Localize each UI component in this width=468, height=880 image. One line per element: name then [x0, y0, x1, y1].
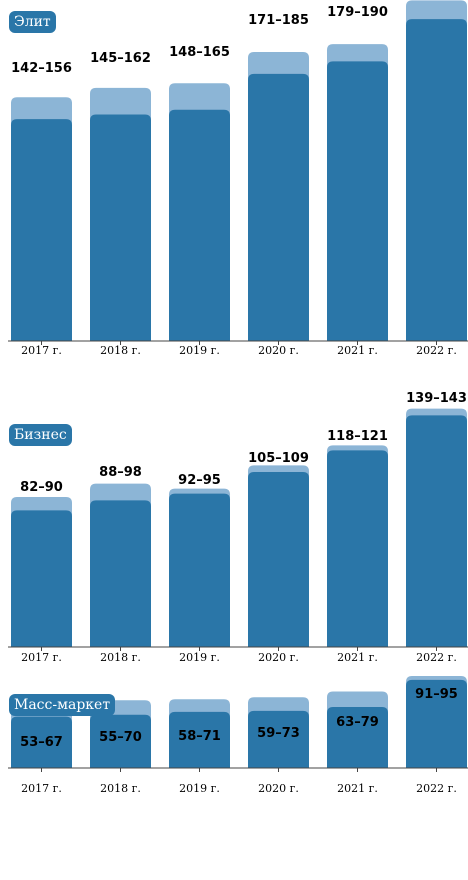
data-label: 55–70 — [99, 730, 142, 745]
x-tick-label: 2022 г. — [416, 651, 457, 664]
min-bar-business — [90, 500, 151, 647]
data-label: 118–121 — [327, 429, 388, 444]
x-tick-label: 2019 г. — [179, 344, 220, 357]
min-bar-mass-market — [90, 714, 151, 768]
data-label: 92–95 — [178, 473, 221, 488]
x-tick-label: 2019 г. — [179, 651, 220, 664]
min-bar-mass-market — [406, 679, 467, 768]
min-bar-business — [248, 471, 309, 647]
min-bar-elite — [90, 114, 151, 341]
min-bar-elite — [406, 19, 467, 341]
x-tick-label: 2022 г. — [416, 344, 457, 357]
x-tick-label: 2021 г. — [337, 782, 378, 795]
min-bar-elite — [248, 73, 309, 341]
data-label: 139–143 — [406, 391, 467, 406]
x-tick-label: 2018 г. — [100, 782, 141, 795]
min-bar-elite — [169, 109, 230, 341]
data-label: 148–165 — [169, 45, 230, 60]
chart-title-business: Бизнес — [9, 424, 72, 446]
data-label: 53–67 — [20, 735, 63, 750]
data-label: 145–162 — [90, 51, 151, 66]
min-bar-mass-market — [11, 716, 72, 768]
x-tick-label: 2019 г. — [179, 782, 220, 795]
data-label: 171–185 — [248, 13, 309, 28]
data-label: 82–90 — [20, 480, 63, 495]
min-bar-business — [11, 510, 72, 647]
data-label: 59–73 — [257, 726, 300, 741]
data-label: 63–79 — [336, 715, 379, 730]
data-label: 91–95 — [415, 687, 458, 702]
min-bar-elite — [327, 61, 388, 341]
min-bar-business — [169, 493, 230, 647]
min-bar-elite — [11, 119, 72, 341]
min-bar-business — [406, 415, 467, 647]
data-label: 179–190 — [327, 5, 388, 20]
min-bar-mass-market — [169, 711, 230, 768]
data-label: 105–109 — [248, 451, 309, 466]
x-tick-label: 2022 г. — [416, 782, 457, 795]
min-bar-business — [327, 450, 388, 647]
x-tick-label: 2021 г. — [337, 344, 378, 357]
data-label: 58–71 — [178, 729, 221, 744]
chart-title-mass-market: Масс-маркет — [9, 694, 116, 716]
x-tick-label: 2020 г. — [258, 782, 299, 795]
x-tick-label: 2017 г. — [21, 782, 62, 795]
x-tick-label: 2020 г. — [258, 344, 299, 357]
chart-title-elite: Элит — [9, 11, 56, 33]
x-tick-label: 2018 г. — [100, 344, 141, 357]
data-label: 88–98 — [99, 465, 142, 480]
min-bar-mass-market — [327, 706, 388, 768]
x-tick-label: 2017 г. — [21, 344, 62, 357]
x-tick-label: 2017 г. — [21, 651, 62, 664]
x-tick-label: 2021 г. — [337, 651, 378, 664]
x-tick-label: 2020 г. — [258, 651, 299, 664]
data-label: 142–156 — [11, 61, 72, 76]
min-bar-mass-market — [248, 710, 309, 768]
x-tick-label: 2018 г. — [100, 651, 141, 664]
